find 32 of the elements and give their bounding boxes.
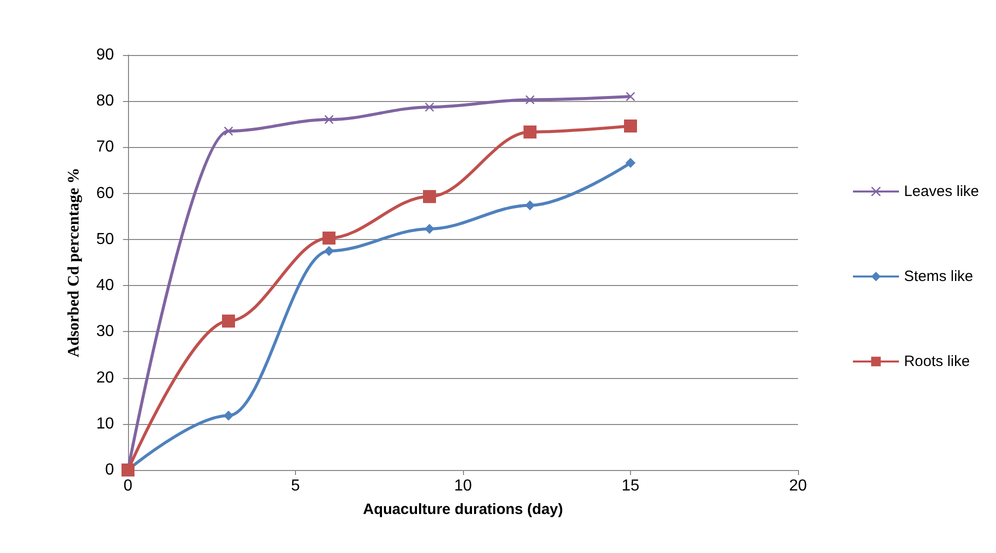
point xyxy=(424,224,434,234)
x-tick-label: 10 xyxy=(454,478,472,494)
x-tick-label: 15 xyxy=(622,478,640,494)
y-axis-title: Adsorbed Cd percentage % xyxy=(66,168,82,358)
y-tick-label: 60 xyxy=(96,184,114,202)
y-tick-label: 20 xyxy=(96,369,114,386)
legend-label: Roots like xyxy=(904,353,970,370)
point xyxy=(425,102,434,112)
point xyxy=(224,410,234,421)
y-tick-label: 10 xyxy=(96,415,114,432)
point xyxy=(322,232,336,245)
point xyxy=(525,200,535,210)
x-tick-label: 0 xyxy=(124,478,133,494)
legend-label: Stems like xyxy=(904,268,974,285)
y-tick-label: 80 xyxy=(96,92,114,110)
point xyxy=(624,120,637,133)
y-tick-label: 90 xyxy=(96,46,114,64)
point xyxy=(626,158,636,168)
x-tick-label: 5 xyxy=(291,478,300,494)
y-tick-label: 0 xyxy=(105,462,114,478)
point xyxy=(524,126,536,139)
point xyxy=(526,95,534,104)
point xyxy=(222,314,235,328)
y-tick-label: 50 xyxy=(96,230,114,248)
y-tick-label: 30 xyxy=(96,323,114,340)
x-tick-label: 20 xyxy=(789,478,807,494)
y-tick-label: 70 xyxy=(96,138,114,156)
y-tick-label: 40 xyxy=(96,277,114,294)
point xyxy=(423,190,436,204)
legend-label: Leaves like xyxy=(904,183,980,200)
point xyxy=(324,246,334,256)
x-axis-title: Aquaculture durations (day) xyxy=(362,501,564,518)
